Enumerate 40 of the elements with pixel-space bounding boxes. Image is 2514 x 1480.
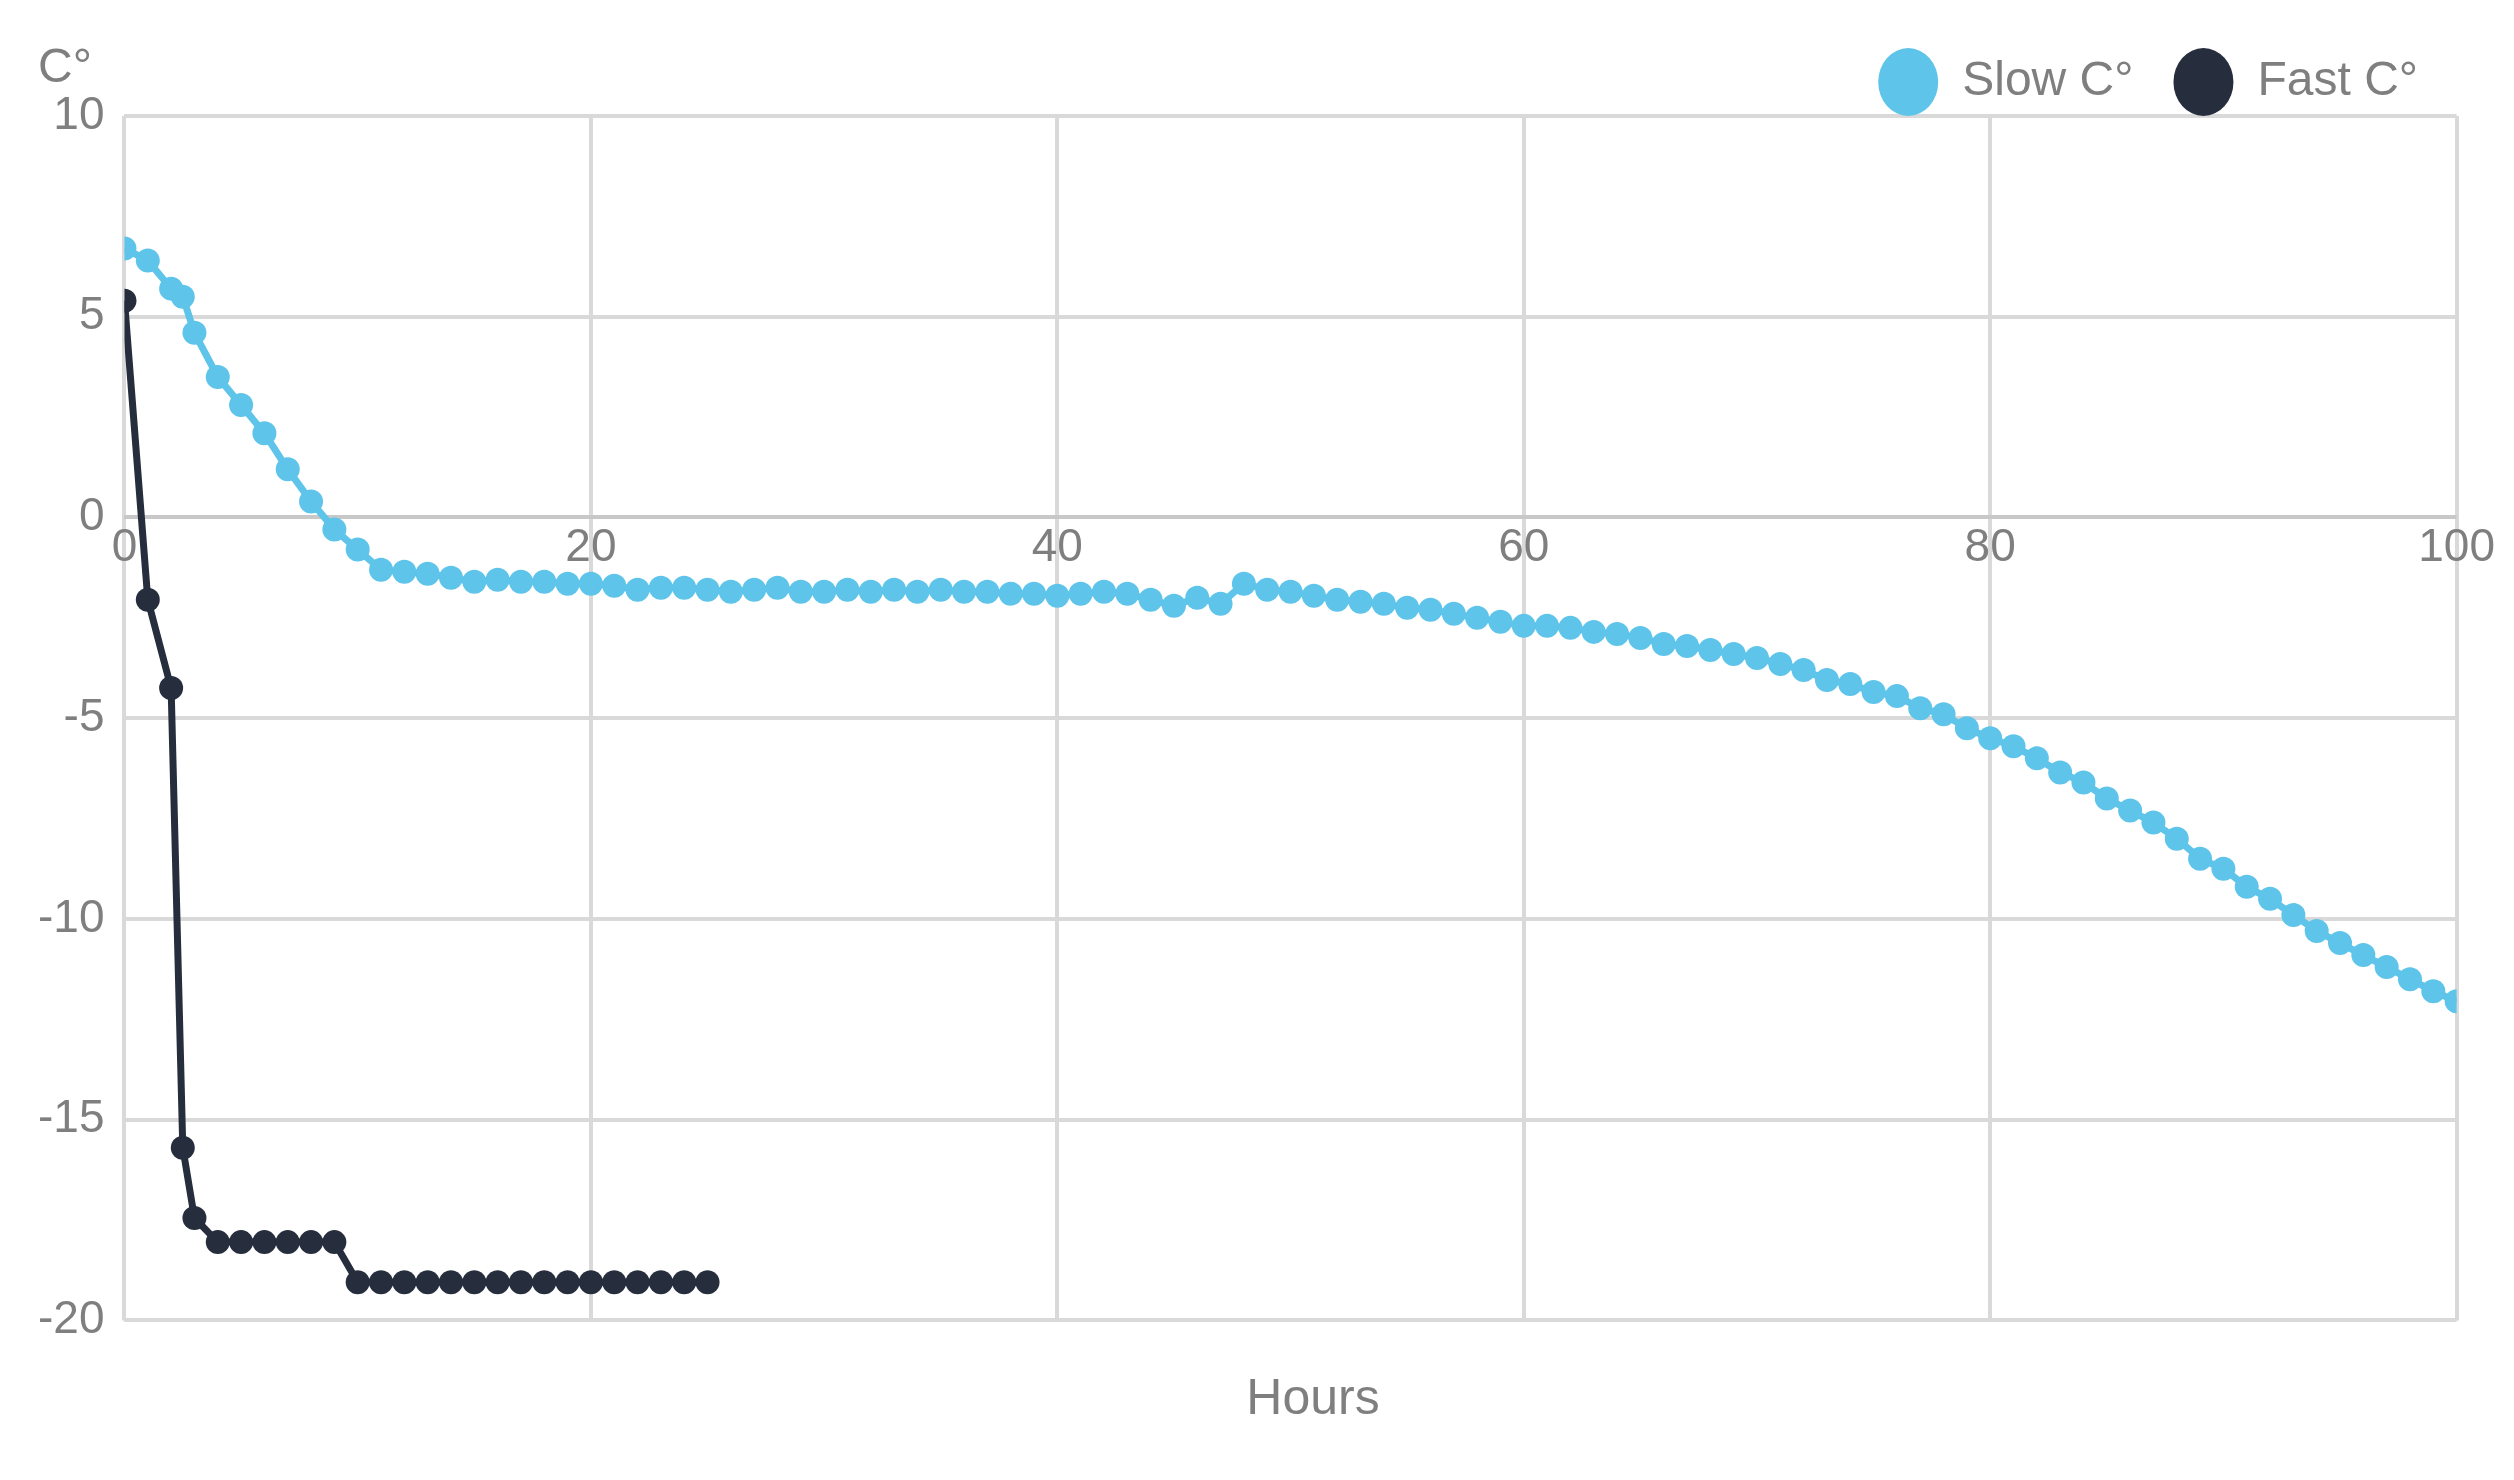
legend-label: Slow C°	[1962, 52, 2134, 106]
x-tick-label: 100	[2418, 518, 2495, 571]
point	[648, 1270, 673, 1295]
point	[275, 1230, 300, 1255]
y-tick-label: 5	[78, 287, 105, 340]
point	[672, 1270, 697, 1295]
point	[205, 1230, 230, 1255]
x-tick-label: 20	[565, 518, 617, 571]
point	[182, 1206, 207, 1231]
point	[462, 1270, 487, 1295]
point	[508, 1270, 533, 1295]
y-tick-label: -20	[38, 1291, 105, 1344]
x-tick-label: 0	[111, 518, 138, 571]
point	[438, 1270, 463, 1295]
legend-label: Fast C°	[2257, 52, 2418, 106]
x-tick-label: 80	[1964, 518, 2016, 571]
y-tick-label: -10	[38, 889, 105, 942]
y-tick-label: -5	[63, 688, 105, 741]
point	[159, 676, 184, 701]
point	[252, 1230, 277, 1255]
point	[578, 1270, 603, 1295]
point	[392, 1270, 417, 1295]
point	[485, 1270, 510, 1295]
point	[532, 1270, 557, 1295]
y-tick-label: -15	[38, 1090, 105, 1143]
point	[625, 1270, 650, 1295]
point	[415, 1270, 440, 1295]
point	[602, 1270, 627, 1295]
point	[322, 1230, 347, 1255]
point	[345, 1270, 370, 1295]
point	[695, 1270, 720, 1295]
x-tick-label: 40	[1031, 518, 1083, 571]
point	[299, 1230, 324, 1255]
point	[135, 587, 160, 612]
point	[369, 1270, 394, 1295]
x-tick-label: 60	[1498, 518, 1550, 571]
x-axis-title: Hours	[1245, 1368, 1381, 1426]
point	[229, 1230, 254, 1255]
point	[555, 1270, 580, 1295]
point	[170, 1135, 195, 1160]
